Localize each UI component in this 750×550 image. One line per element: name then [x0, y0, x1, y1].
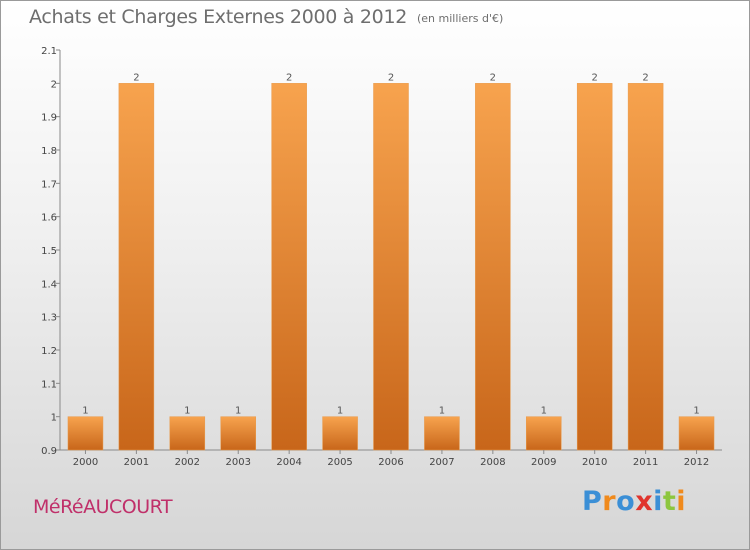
x-tick-label: 2007	[429, 457, 454, 468]
y-tick-label: 2.1	[41, 46, 57, 57]
bar-data-label: 2	[592, 72, 598, 83]
bar-data-label: 1	[693, 406, 699, 417]
x-tick-label: 2005	[327, 457, 352, 468]
bar	[526, 416, 562, 451]
y-tick-label: 1.5	[41, 246, 57, 257]
x-tick-label: 2012	[684, 457, 709, 468]
bar-data-label: 1	[541, 406, 547, 417]
bar-data-label: 2	[388, 72, 394, 83]
bar-data-label: 1	[235, 406, 241, 417]
y-tick-label: 1.7	[41, 179, 57, 190]
x-tick-label: 2003	[226, 457, 251, 468]
bar	[475, 83, 511, 451]
bar	[678, 416, 715, 451]
x-tick-label: 2006	[378, 457, 403, 468]
logo-letter: i	[676, 486, 687, 517]
bar	[169, 416, 206, 451]
y-tick-label: 0.9	[41, 446, 57, 457]
bar	[424, 416, 460, 451]
bar	[322, 416, 358, 451]
bar	[576, 83, 613, 451]
y-tick-label: 1.3	[41, 313, 57, 324]
y-tick-label: 1.1	[41, 379, 57, 390]
y-tick-label: 1.9	[41, 113, 57, 124]
bar-data-label: 2	[490, 72, 496, 83]
logo-letter: P	[582, 486, 603, 517]
y-tick-label: 1.6	[41, 213, 57, 224]
chart-title: Achats et Charges Externes 2000 à 2012	[29, 6, 408, 28]
logo-letter: o	[616, 486, 636, 517]
x-tick-label: 2011	[633, 457, 658, 468]
x-tick-label: 2009	[531, 457, 556, 468]
proxiti-logo[interactable]: Proxiti	[582, 486, 686, 517]
y-tick-label: 1.4	[41, 279, 57, 290]
bar-data-label: 1	[184, 406, 190, 417]
y-tick-label: 1	[51, 413, 57, 424]
bar-data-label: 2	[133, 72, 139, 83]
bar-data-label: 1	[337, 406, 343, 417]
commune-name: MéRéAUCOURT	[33, 496, 173, 518]
x-tick-label: 2002	[175, 457, 200, 468]
bar	[627, 83, 664, 451]
y-tick-label: 2	[51, 79, 57, 90]
bar	[271, 83, 307, 451]
bar	[373, 83, 409, 451]
bar-data-label: 1	[82, 406, 88, 417]
x-tick-label: 2004	[276, 457, 301, 468]
y-tick-label: 1.8	[41, 146, 57, 157]
x-tick-label: 2010	[582, 457, 607, 468]
bar	[67, 416, 104, 451]
logo-letter: i	[653, 486, 663, 517]
bar-data-label: 2	[286, 72, 292, 83]
logo-letter: x	[635, 486, 654, 517]
chart-unit: (en milliers d'€)	[417, 12, 504, 25]
bar	[118, 83, 155, 451]
x-tick-label: 2001	[124, 457, 149, 468]
y-tick-label: 1.2	[41, 346, 57, 357]
bar-data-label: 1	[439, 406, 445, 417]
logo-letter: r	[602, 486, 617, 517]
logo-letter: t	[662, 486, 677, 517]
bar	[220, 416, 256, 451]
x-tick-label: 2008	[480, 457, 505, 468]
bar-data-label: 2	[642, 72, 648, 83]
x-tick-label: 2000	[73, 457, 98, 468]
